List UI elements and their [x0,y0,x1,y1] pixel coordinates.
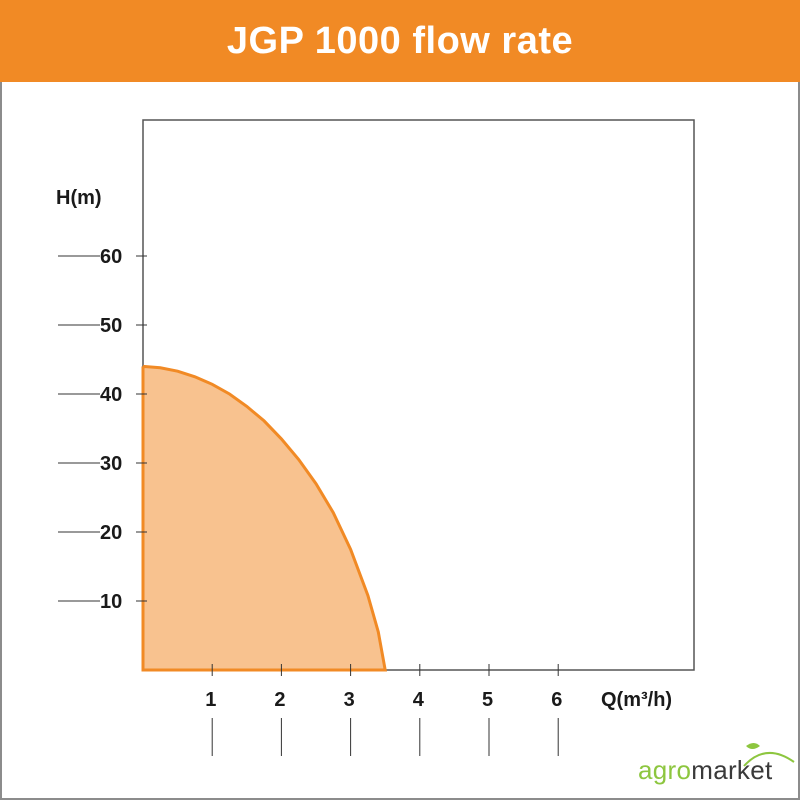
x-axis-label: Q(m³/h) [601,689,672,711]
y-tick-label: 40 [100,384,122,406]
x-axis-ticks: 1 2 3 4 5 6 [205,664,562,756]
agromarket-logo: agromarket [638,740,795,790]
x-tick-label: 6 [551,689,562,711]
x-tick-label: 1 [205,689,216,711]
y-tick-label: 30 [100,453,122,475]
flow-curve-line [141,364,387,672]
y-axis-label: H(m) [56,187,102,209]
x-tick-label: 5 [482,689,493,711]
y-tick-label: 20 [100,522,122,544]
y-axis-ticks: 10 20 30 40 50 60 [58,246,147,613]
x-tick-label: 4 [413,689,425,711]
logo-market: market [691,755,773,785]
chart-title: JGP 1000 flow rate [226,19,574,62]
logo-agro: agro [638,755,692,785]
y-tick-label: 10 [100,591,122,613]
flow-area-fill [143,366,386,670]
leaf-icon [743,743,795,767]
y-tick-label: 60 [100,246,122,268]
x-tick-label: 2 [274,689,285,711]
x-tick-label: 3 [344,689,355,711]
title-banner: JGP 1000 flow rate [0,0,800,82]
y-tick-label: 50 [100,315,122,337]
